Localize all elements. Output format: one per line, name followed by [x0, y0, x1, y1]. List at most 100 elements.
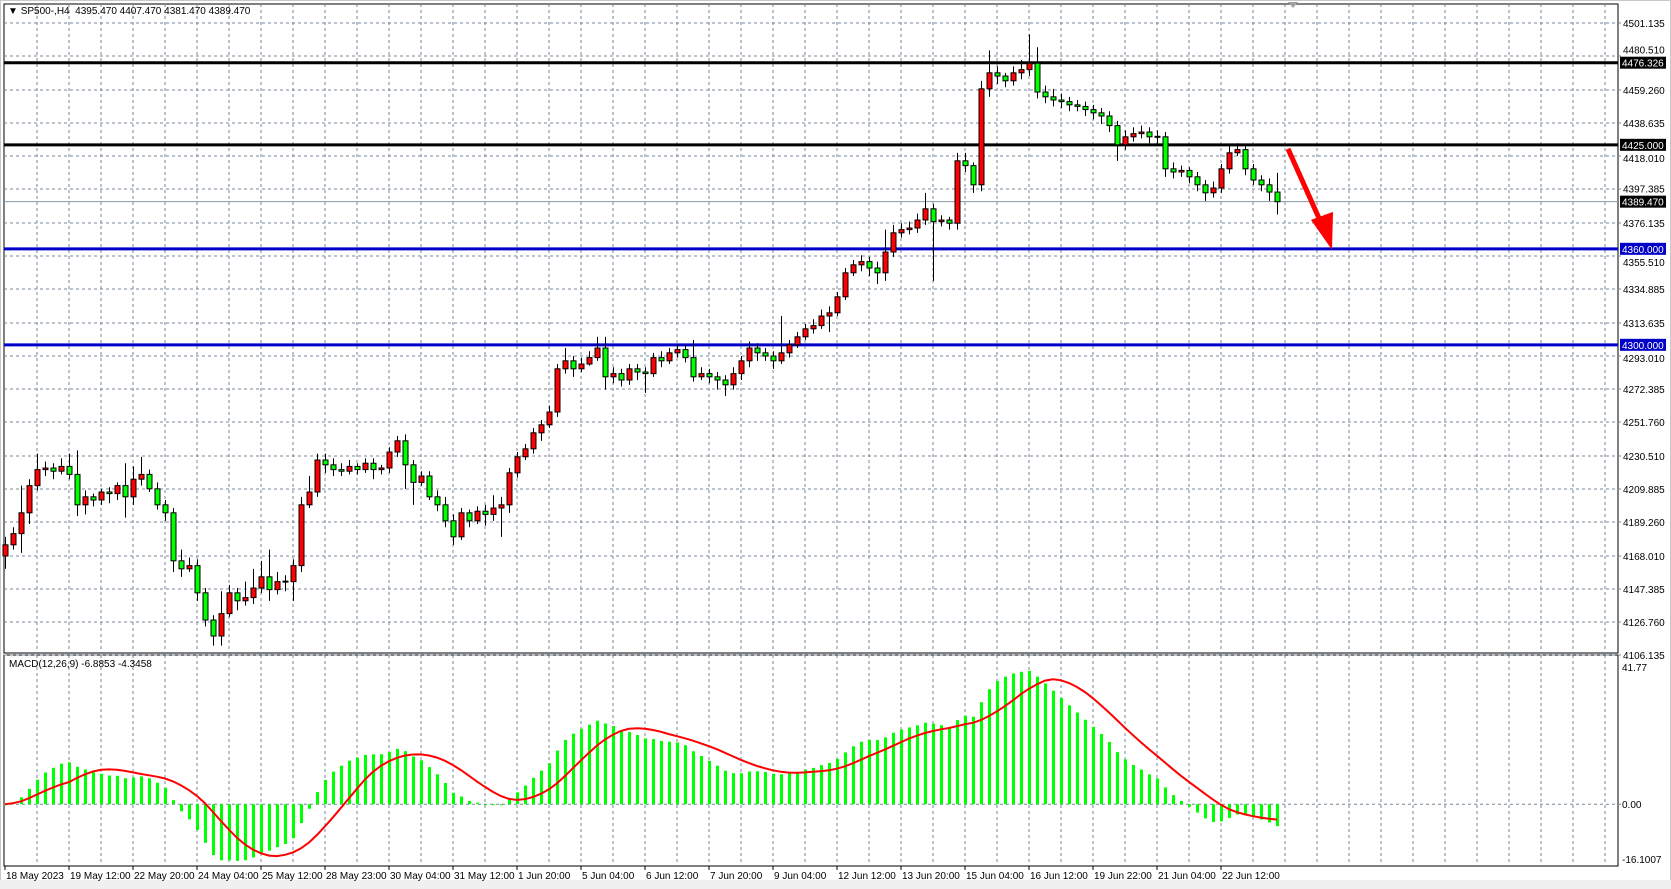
macd-bar	[916, 725, 919, 805]
macd-bar	[180, 804, 183, 812]
macd-bar	[460, 796, 463, 805]
candle-body	[2, 544, 9, 557]
candle-body	[338, 469, 345, 472]
macd-bar	[268, 804, 271, 851]
candle-body	[458, 512, 465, 538]
macd-title: MACD(12,26,9) -6.8853 -4.3458	[9, 659, 152, 670]
macd-signal-line	[4, 678, 1278, 858]
candle-body	[650, 357, 657, 375]
macd-bar	[860, 741, 863, 805]
candle-body	[1258, 179, 1265, 186]
macd-bar	[316, 792, 319, 805]
candle-body	[1162, 136, 1169, 170]
candle-body	[178, 560, 185, 570]
candle-body	[146, 473, 153, 490]
macd-bar	[132, 777, 135, 805]
macd-bar	[28, 788, 31, 805]
macd-bar	[924, 722, 927, 805]
candle-body	[186, 565, 193, 570]
candle-body	[746, 347, 753, 362]
macd-bar	[1068, 705, 1071, 805]
macd-bar	[908, 727, 911, 805]
macd-bar	[1180, 801, 1183, 805]
macd-bar	[524, 785, 527, 805]
candle-body	[658, 357, 665, 362]
candle-body	[1250, 168, 1257, 181]
candles	[2, 34, 1281, 646]
macd-bar	[1164, 787, 1167, 805]
time-label: 19 Jun 22:00	[1094, 871, 1152, 882]
candle-body	[90, 496, 97, 501]
candle-body	[154, 488, 161, 506]
candle-body	[602, 347, 609, 378]
candle-body	[106, 491, 113, 495]
macd-bar	[644, 738, 647, 805]
candle-body	[890, 232, 897, 253]
candle-body	[954, 160, 961, 224]
macd-bar	[348, 760, 351, 805]
candle-body	[778, 352, 785, 362]
candle-body	[386, 451, 393, 469]
candle-body	[522, 448, 529, 458]
price-tick-label: 4480.510	[1623, 46, 1665, 57]
macd-bar	[172, 800, 175, 805]
level-price-tag	[1620, 56, 1666, 69]
candle-body	[322, 459, 329, 466]
candle-body	[482, 510, 489, 515]
candle-body	[586, 357, 593, 365]
price-tick-label: 4438.635	[1623, 119, 1665, 130]
macd-bar	[956, 720, 959, 805]
macd-bar	[684, 745, 687, 805]
macd-bar	[1212, 804, 1215, 823]
chart-shift-marker-icon	[1288, 2, 1298, 8]
triangle-down-icon[interactable]: ▼	[8, 6, 21, 17]
macd-bar	[964, 715, 967, 805]
price-tick-label: 4313.635	[1623, 319, 1665, 330]
macd-bar	[532, 777, 535, 805]
candle-body	[10, 533, 17, 546]
candle-body	[610, 373, 617, 378]
level-price-tag	[1620, 242, 1666, 255]
macd-bar	[764, 772, 767, 805]
candle-body	[1170, 168, 1177, 173]
macd-bar	[516, 792, 519, 805]
macd-bar	[356, 757, 359, 805]
macd-bar	[1100, 733, 1103, 805]
candle-body	[450, 520, 457, 538]
candle-body	[18, 512, 25, 535]
price-tick-label: 4251.760	[1623, 418, 1665, 429]
macd-bar	[556, 750, 559, 805]
candle-body	[258, 576, 265, 589]
candle-body	[1122, 136, 1129, 146]
price-tick-label: 4293.010	[1623, 354, 1665, 365]
macd-bar	[236, 804, 239, 861]
candle-body	[562, 360, 569, 370]
candle-body	[1106, 115, 1113, 127]
macd-bar	[468, 800, 471, 805]
macd-bar	[1268, 804, 1271, 823]
level-price-label: 4476.326	[1622, 59, 1664, 70]
price-tick-label: 4230.510	[1623, 452, 1665, 463]
candle-body	[1042, 91, 1049, 98]
candle-body	[1242, 149, 1249, 170]
time-label: 22 May 20:00	[134, 871, 195, 882]
price-tick-label: 4189.260	[1623, 518, 1665, 529]
macd-bar	[452, 792, 455, 805]
macd-bar	[332, 771, 335, 805]
symbol-label: SP500-,H4	[20, 6, 70, 17]
macd-bar	[444, 783, 447, 805]
candle-body	[810, 325, 817, 330]
candle-body	[858, 261, 865, 266]
candle-body	[1202, 184, 1209, 194]
macd-bar	[276, 804, 279, 848]
macd-bar	[580, 728, 583, 805]
macd-bar	[676, 742, 679, 805]
time-label: 22 Jun 12:00	[1222, 871, 1280, 882]
time-label: 5 Jun 04:00	[582, 871, 635, 882]
time-label: 12 Jun 12:00	[838, 871, 896, 882]
candle-body	[82, 496, 89, 506]
macd-histogram	[4, 670, 1279, 861]
macd-bar	[76, 766, 79, 805]
macd-bar	[68, 762, 71, 805]
